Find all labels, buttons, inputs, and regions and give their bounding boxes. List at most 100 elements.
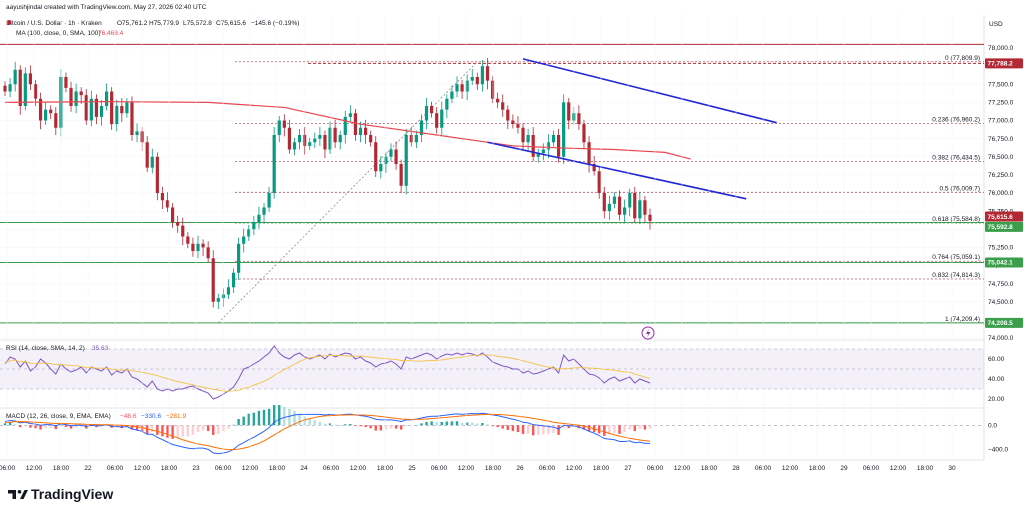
candle: [526, 135, 530, 143]
macd-histogram-bar: [598, 425, 601, 434]
candle: [206, 247, 210, 259]
price-tick-label: 74,750.0: [988, 281, 1014, 288]
candle: [445, 98, 449, 110]
candle: [221, 294, 225, 299]
macd-histogram-bar: [262, 409, 266, 426]
fib-level-label: 0 (77,809.9): [945, 55, 980, 62]
fib-level-label: 0.832 (74,814.3): [932, 272, 980, 279]
time-tick-label: 18:00: [701, 465, 718, 472]
macd-histogram-bar: [267, 408, 271, 426]
currency-label: USD: [989, 21, 1003, 28]
candle: [150, 156, 154, 168]
macd-histogram-bar: [19, 425, 22, 428]
candle: [369, 135, 373, 143]
candle: [496, 98, 500, 103]
chart-credit: aayushjindal created with TradingView.co…: [6, 4, 207, 11]
tradingview-logo: [8, 490, 28, 499]
macd-histogram-bar: [64, 425, 68, 427]
price-tag: 74,208.5: [988, 320, 1014, 327]
macd-histogram-bar: [242, 416, 245, 426]
candle: [389, 149, 393, 157]
macd-histogram-bar: [8, 422, 12, 426]
candle: [297, 135, 302, 143]
price-tag: 75,592.8: [988, 224, 1014, 231]
rsi-line: [4, 345, 651, 400]
macd-histogram-bar: [333, 424, 337, 426]
macd-histogram-bar: [506, 425, 509, 430]
candle: [358, 127, 363, 135]
candle: [536, 153, 540, 157]
candle: [333, 127, 337, 143]
candle: [165, 200, 170, 208]
macd-histogram-bar: [186, 425, 190, 437]
macd-histogram-bar: [369, 425, 372, 429]
macd-histogram-bar: [39, 425, 42, 430]
macd-histogram-bar: [308, 418, 311, 426]
macd-histogram-bar: [105, 425, 108, 426]
candle: [49, 109, 53, 114]
time-tick-label: 12:00: [134, 465, 151, 472]
candle: [211, 258, 215, 302]
candle: [94, 98, 99, 117]
candle: [277, 120, 281, 135]
price-tick-label: 74,000.0: [988, 335, 1014, 342]
macd-histogram-bar: [410, 425, 413, 427]
macd-value-line: −330.6: [141, 413, 161, 420]
macd-histogram-bar: [354, 425, 357, 426]
lightning-icon[interactable]: [641, 326, 655, 340]
candle: [115, 106, 119, 125]
time-tick-label: 06:00: [431, 465, 448, 472]
ma-100-line: [4, 101, 691, 160]
macd-histogram-bar: [521, 425, 525, 434]
candle: [64, 77, 68, 88]
candle: [135, 131, 139, 135]
macd-histogram-bar: [156, 425, 159, 435]
time-tick-label: 29: [840, 465, 848, 472]
price-tick-label: 76,500.0: [988, 154, 1014, 161]
candle: [592, 164, 596, 172]
candle: [394, 149, 398, 164]
macd-histogram-bar: [471, 422, 474, 426]
macd-signal-line: [4, 413, 651, 451]
macd-plot: [0, 405, 984, 455]
candle: [531, 135, 535, 157]
current-price-tag-bg: [985, 211, 1023, 222]
macd-histogram-bar: [29, 425, 32, 428]
candle: [455, 84, 459, 92]
macd-histogram-bar: [252, 412, 256, 426]
candle: [546, 142, 551, 150]
candle: [628, 193, 632, 208]
candle: [567, 102, 571, 121]
macd-histogram-bar: [481, 423, 484, 426]
macd-histogram-bar: [49, 425, 52, 428]
macd-histogram-bar: [460, 422, 464, 426]
macd-histogram-bar: [257, 410, 261, 426]
current-price-tag: 75,615.6: [988, 214, 1014, 221]
price-tick-label: 75,250.0: [988, 245, 1014, 252]
time-tick-label: 06:00: [755, 465, 772, 472]
macd-histogram-bar: [328, 423, 332, 426]
candle: [201, 243, 205, 248]
macd-histogram-bar: [201, 425, 205, 431]
macd-histogram-bar: [79, 425, 83, 428]
candle: [196, 243, 200, 251]
candle: [170, 207, 175, 222]
macd-line: [4, 412, 650, 455]
candle: [480, 66, 485, 85]
candle: [160, 193, 165, 201]
candle: [89, 98, 93, 121]
candle: [338, 135, 342, 143]
candle: [633, 193, 637, 219]
macd-histogram-bar: [501, 425, 504, 429]
price-tick-label: 77,000.0: [988, 118, 1014, 125]
macd-histogram-bar: [222, 425, 225, 432]
price-tag: 77,788.2: [988, 61, 1014, 68]
candle: [582, 124, 586, 143]
macd-histogram-bar: [166, 425, 169, 438]
time-tick-label: 06:00: [539, 465, 556, 472]
candle: [414, 135, 418, 143]
macd-histogram-bar: [643, 425, 647, 430]
macd-histogram-bar: [603, 425, 606, 436]
candle: [252, 222, 256, 230]
